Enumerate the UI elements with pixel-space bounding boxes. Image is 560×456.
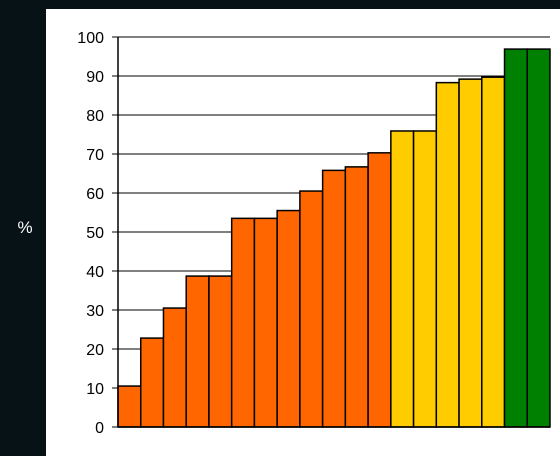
y-tick-label: 80 (86, 108, 104, 125)
y-tick-label: 70 (86, 147, 104, 164)
bar (117, 385, 142, 428)
bar (526, 48, 551, 428)
bar (412, 130, 438, 428)
bar (185, 275, 210, 428)
y-tick-label: 40 (86, 264, 104, 281)
y-tick-label: 30 (86, 303, 104, 320)
dark-top-band (0, 0, 560, 9)
bar (253, 217, 278, 428)
bar (367, 152, 392, 428)
bar (276, 209, 301, 428)
bar (299, 190, 324, 428)
y-tick-label: 60 (86, 186, 104, 203)
y-axis-label: % (17, 218, 33, 237)
bar (481, 76, 506, 428)
y-tick-label: 90 (86, 69, 104, 86)
dark-left-band (0, 0, 46, 456)
y-tick-label: 0 (95, 420, 104, 437)
bar (208, 275, 233, 428)
bar (139, 337, 165, 428)
bar (321, 169, 347, 428)
bar (458, 78, 483, 428)
bar (503, 48, 529, 428)
bar (162, 307, 187, 428)
bar (230, 217, 256, 428)
y-tick-label: 50 (86, 225, 104, 242)
bar (344, 166, 369, 428)
y-tick-label: 100 (77, 30, 104, 47)
bar (435, 81, 460, 428)
y-tick-label: 10 (86, 381, 104, 398)
y-tick-label: 20 (86, 342, 104, 359)
bar (390, 130, 415, 428)
